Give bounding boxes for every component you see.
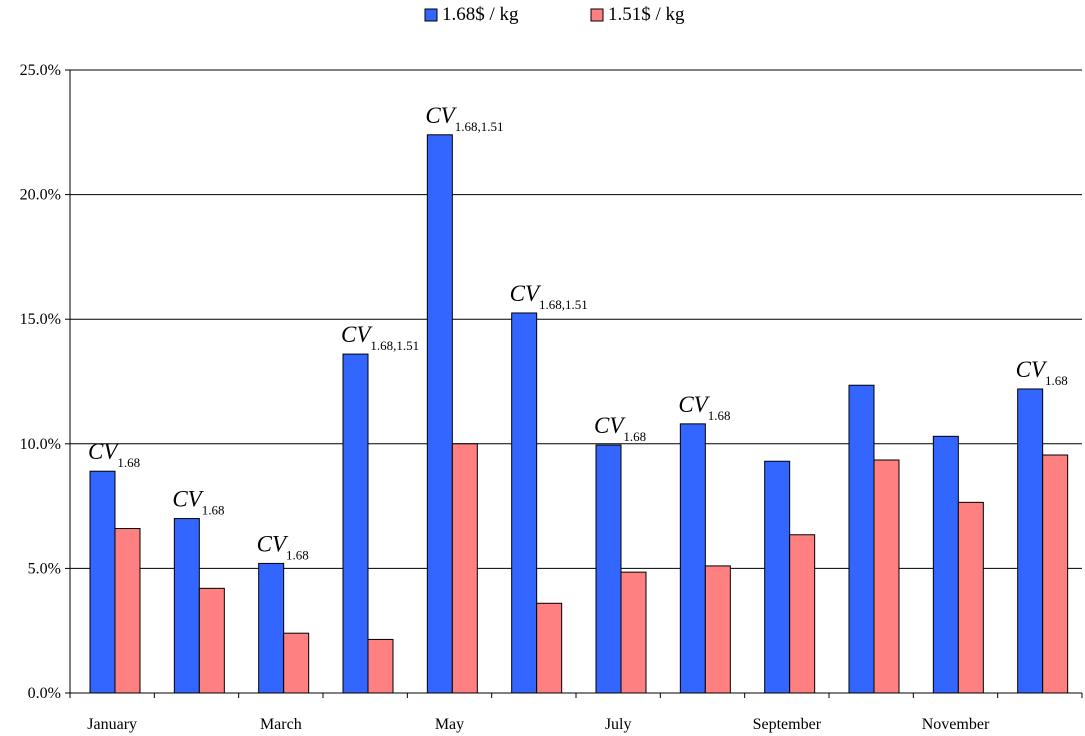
x-tick-label: September	[753, 716, 822, 733]
legend-label-2: 1.51$ / kg	[608, 4, 685, 25]
y-tick-label: 15.0%	[20, 311, 61, 328]
bar-series2-december	[1042, 454, 1069, 694]
bar-series2-september	[789, 534, 816, 694]
legend-swatch-2	[590, 8, 604, 22]
bar-series1-october	[848, 384, 875, 694]
y-tick-label: 20.0%	[20, 187, 61, 204]
bar-series2-october	[873, 459, 900, 694]
x-tick-label: November	[922, 716, 990, 733]
x-axis: January March May July September November	[69, 692, 1083, 733]
bar-series2-july	[620, 571, 647, 694]
bar-series1-february	[173, 518, 200, 694]
cv-annotation: CV1.68	[678, 392, 730, 423]
bar-series2-august	[704, 565, 731, 694]
x-tick-label: January	[87, 716, 137, 733]
bar-series1-january	[89, 470, 116, 694]
bar-series2-april	[367, 638, 394, 694]
x-tick-label: May	[435, 716, 464, 733]
cv-annotation: CV1.68	[257, 531, 309, 562]
cv-annotation: CV1.68	[88, 439, 140, 470]
bar-series1-december	[1017, 388, 1044, 694]
legend-label-1: 1.68$ / kg	[442, 4, 519, 25]
cv-annotation: CV1.68,1.51	[341, 322, 419, 353]
bar-series1-july	[595, 444, 622, 694]
bar-series2-november	[957, 501, 984, 694]
cv-annotation: CV1.68	[172, 487, 224, 518]
y-tick-label: 25.0%	[20, 62, 61, 79]
x-tick-label: March	[260, 716, 302, 733]
bar-series1-august	[679, 423, 706, 694]
bar-series1-april	[342, 353, 369, 694]
bar-series2-march	[283, 632, 310, 694]
bar-series2-may	[451, 443, 478, 694]
bar-series2-january	[114, 528, 141, 694]
y-tick-label: 10.0%	[20, 436, 61, 453]
bar-series2-february	[198, 587, 225, 694]
cv-annotation: CV1.68,1.51	[425, 103, 503, 134]
y-axis: 0.0% 5.0% 10.0% 15.0% 20.0% 25.0%	[20, 62, 71, 702]
y-tick-label: 5.0%	[28, 560, 61, 577]
bar-series1-may	[426, 134, 453, 694]
bar-series2-june	[536, 602, 563, 694]
legend-swatch-1	[424, 8, 438, 22]
cv-annotation: CV1.68,1.51	[510, 281, 588, 312]
bars	[89, 134, 1069, 694]
bar-series1-november	[932, 435, 959, 694]
y-tick-label: 0.0%	[28, 685, 61, 702]
bar-series1-june	[511, 312, 538, 694]
cv-annotation: CV1.68	[594, 413, 646, 444]
bar-series1-march	[258, 562, 285, 694]
cv-annotation: CV1.68	[1016, 357, 1068, 388]
x-tick-label: July	[605, 716, 632, 733]
bar-series1-september	[764, 460, 791, 694]
legend: 1.68$ / kg 1.51$ / kg	[424, 4, 685, 25]
annotations: CV1.68 CV1.68 CV1.68 CV1.68,1.51 CV1.68,1.51…	[88, 103, 1068, 563]
